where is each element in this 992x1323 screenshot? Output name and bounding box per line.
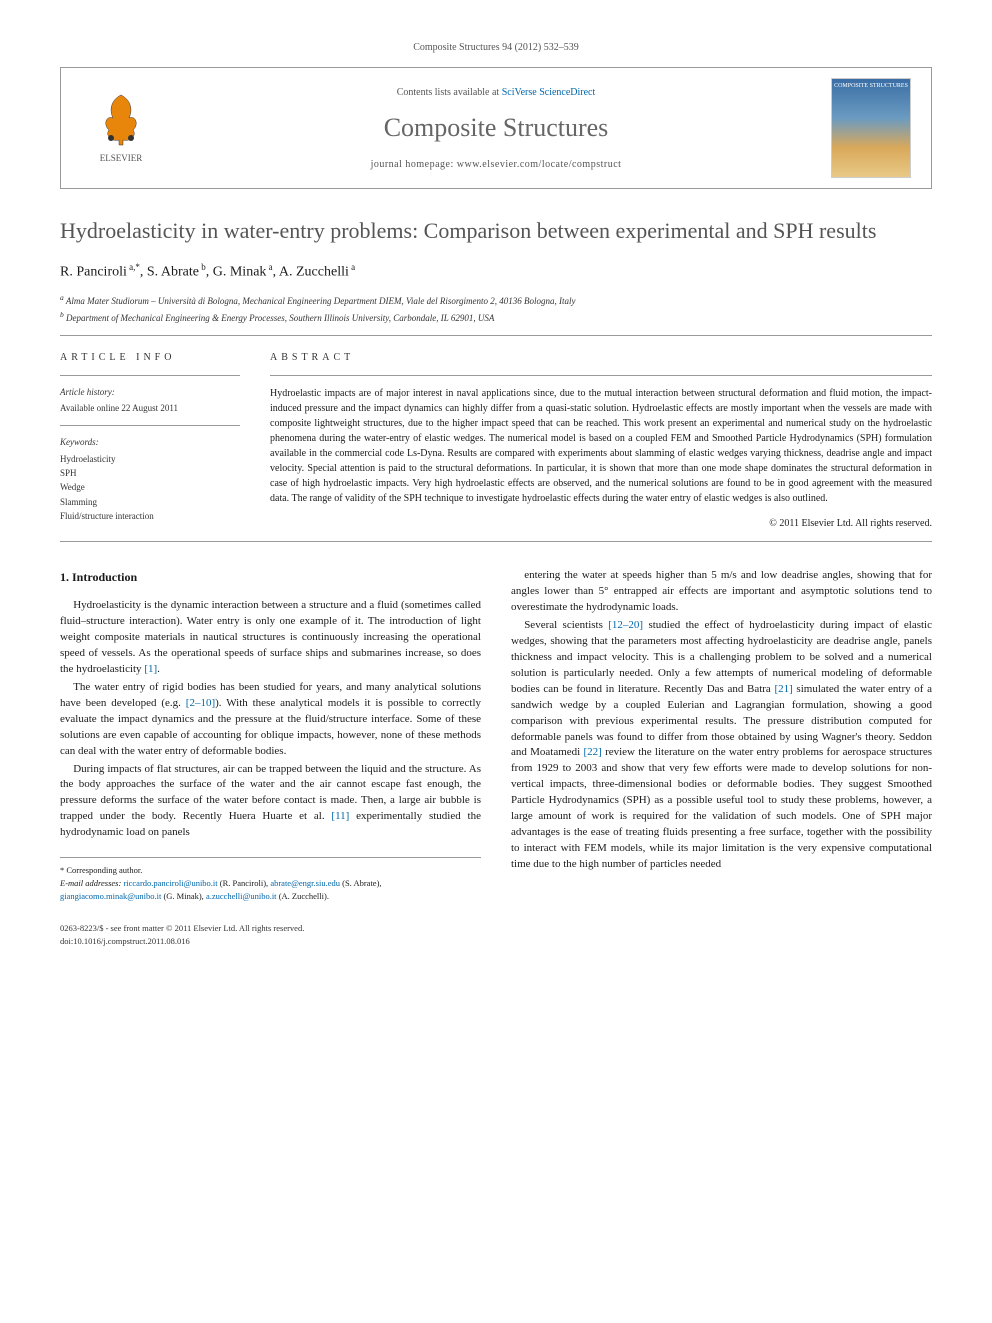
sciencedirect-link[interactable]: SciVerse ScienceDirect bbox=[502, 87, 596, 98]
body-paragraph: Hydroelasticity is the dynamic interacti… bbox=[60, 598, 481, 678]
divider bbox=[270, 375, 932, 376]
contents-available-line: Contents lists available at SciVerse Sci… bbox=[181, 85, 811, 100]
abstract-text: Hydroelastic impacts are of major intere… bbox=[270, 386, 932, 506]
footer-issn: 0263-8223/$ - see front matter © 2011 El… bbox=[60, 922, 932, 935]
info-abstract-row: ARTICLE INFO Article history: Available … bbox=[60, 350, 932, 531]
journal-title: Composite Structures bbox=[181, 108, 811, 147]
email-link[interactable]: giangiacomo.minak@unibo.it bbox=[60, 891, 161, 901]
article-info-column: ARTICLE INFO Article history: Available … bbox=[60, 350, 240, 531]
keyword-item: Hydroelasticity bbox=[60, 452, 240, 466]
keywords-label: Keywords: bbox=[60, 436, 240, 450]
homepage-prefix: journal homepage: bbox=[371, 159, 457, 170]
email-label: E-mail addresses: bbox=[60, 878, 121, 888]
email-link[interactable]: riccardo.panciroli@unibo.it bbox=[123, 878, 217, 888]
right-column: entering the water at speeds higher than… bbox=[511, 568, 932, 902]
divider bbox=[60, 541, 932, 542]
abstract-heading: ABSTRACT bbox=[270, 350, 932, 365]
footer-doi: doi:10.1016/j.compstruct.2011.08.016 bbox=[60, 935, 932, 948]
keyword-item: SPH bbox=[60, 466, 240, 480]
left-column: 1. Introduction Hydroelasticity is the d… bbox=[60, 568, 481, 902]
keyword-item: Slamming bbox=[60, 495, 240, 509]
cover-label: COMPOSITE STRUCTURES bbox=[832, 82, 910, 91]
affiliations: a Alma Mater Studiorum – Università di B… bbox=[60, 292, 932, 325]
article-info-heading: ARTICLE INFO bbox=[60, 350, 240, 365]
affiliation-a: a Alma Mater Studiorum – Università di B… bbox=[60, 292, 932, 309]
body-paragraph: Several scientists [12–20] studied the e… bbox=[511, 618, 932, 873]
affiliation-b: b Department of Mechanical Engineering &… bbox=[60, 309, 932, 326]
journal-homepage: journal homepage: www.elsevier.com/locat… bbox=[181, 157, 811, 172]
citation-line: Composite Structures 94 (2012) 532–539 bbox=[60, 40, 932, 55]
email-link[interactable]: abrate@engr.siu.edu bbox=[270, 878, 340, 888]
footer: 0263-8223/$ - see front matter © 2011 El… bbox=[60, 922, 932, 948]
contents-prefix: Contents lists available at bbox=[397, 87, 502, 98]
article-title: Hydroelasticity in water-entry problems:… bbox=[60, 217, 932, 245]
history-text: Available online 22 August 2011 bbox=[60, 402, 240, 416]
divider bbox=[60, 335, 932, 336]
email-link[interactable]: a.zucchelli@unibo.it bbox=[206, 891, 277, 901]
journal-header: ELSEVIER Contents lists available at Sci… bbox=[60, 67, 932, 189]
corr-label: * Corresponding author. bbox=[60, 864, 481, 877]
keyword-item: Fluid/structure interaction bbox=[60, 509, 240, 523]
homepage-url[interactable]: www.elsevier.com/locate/compstruct bbox=[457, 159, 622, 170]
history-label: Article history: bbox=[60, 386, 240, 400]
header-center: Contents lists available at SciVerse Sci… bbox=[181, 85, 811, 172]
corresponding-author-block: * Corresponding author. E-mail addresses… bbox=[60, 857, 481, 902]
abstract-column: ABSTRACT Hydroelastic impacts are of maj… bbox=[270, 350, 932, 531]
abstract-copyright: © 2011 Elsevier Ltd. All rights reserved… bbox=[270, 516, 932, 531]
divider bbox=[60, 425, 240, 426]
body-paragraph: The water entry of rigid bodies has been… bbox=[60, 680, 481, 760]
body-columns: 1. Introduction Hydroelasticity is the d… bbox=[60, 568, 932, 902]
publisher-name: ELSEVIER bbox=[100, 152, 143, 166]
journal-cover-thumbnail: COMPOSITE STRUCTURES bbox=[831, 78, 911, 178]
body-paragraph: entering the water at speeds higher than… bbox=[511, 568, 932, 616]
divider bbox=[60, 375, 240, 376]
publisher-logo-block: ELSEVIER bbox=[81, 90, 161, 166]
elsevier-tree-icon bbox=[91, 90, 151, 150]
keywords-list: HydroelasticitySPHWedgeSlammingFluid/str… bbox=[60, 452, 240, 524]
corr-emails: E-mail addresses: riccardo.panciroli@uni… bbox=[60, 877, 481, 903]
author-list: R. Panciroli a,*, S. Abrate b, G. Minak … bbox=[60, 261, 932, 283]
body-paragraph: During impacts of flat structures, air c… bbox=[60, 762, 481, 842]
section-heading-intro: 1. Introduction bbox=[60, 568, 481, 586]
keyword-item: Wedge bbox=[60, 480, 240, 494]
